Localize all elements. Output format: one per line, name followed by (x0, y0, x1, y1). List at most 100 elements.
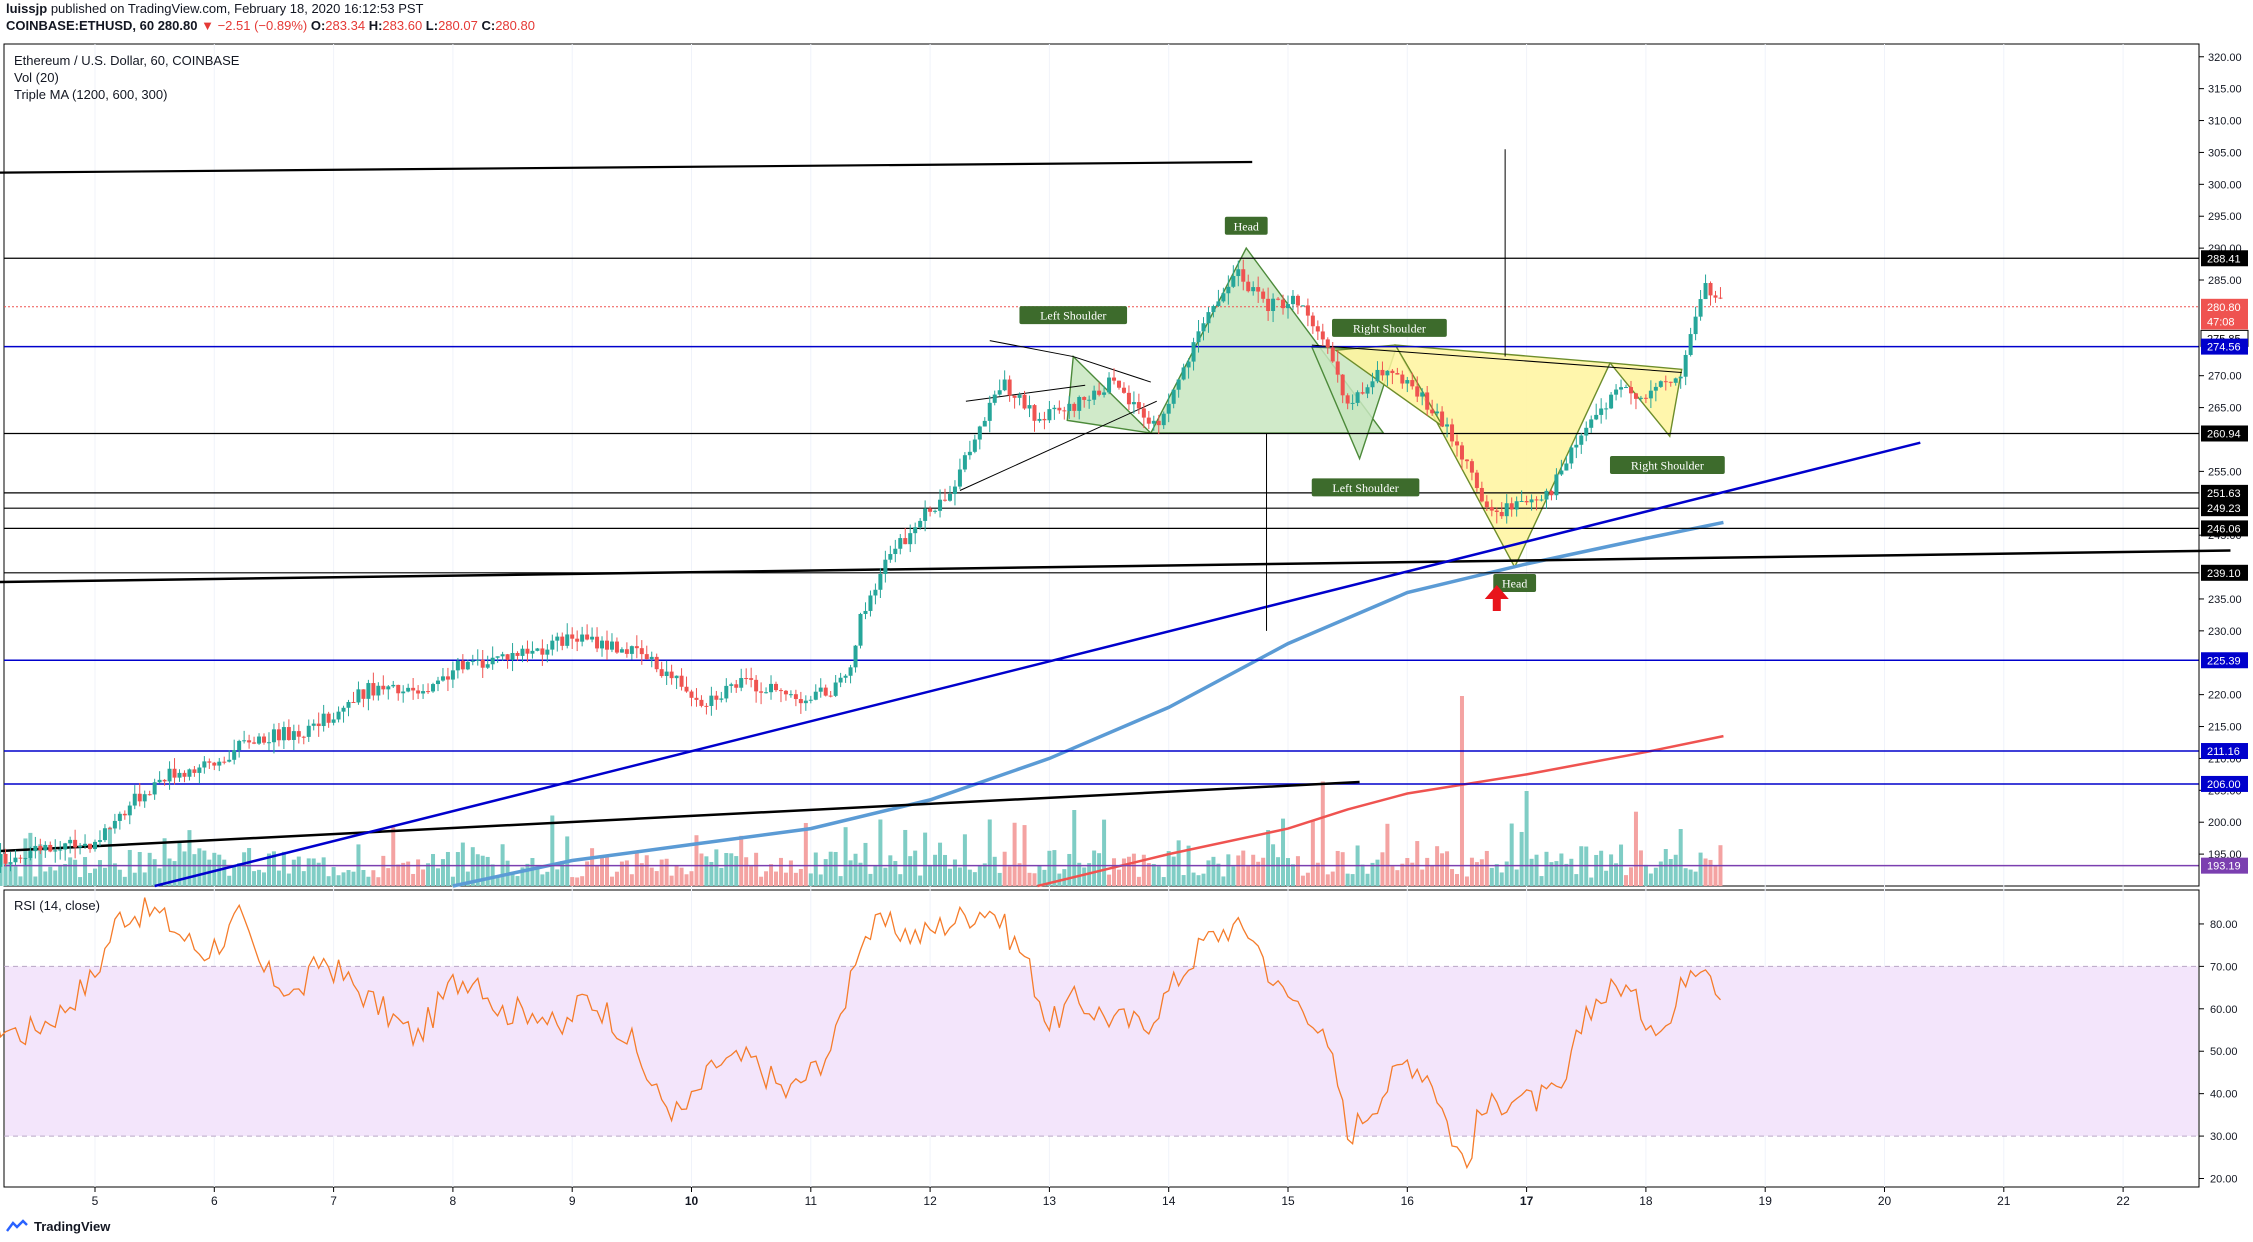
legend-title[interactable]: Ethereum / U.S. Dollar, 60, COINBASE (14, 53, 240, 68)
candle-down (1032, 405, 1037, 421)
price-label: 280.80 (2207, 302, 2241, 314)
volume-bar (177, 841, 182, 886)
volume-bar (1305, 872, 1310, 886)
volume-bar (1166, 851, 1171, 886)
volume-bar (276, 870, 281, 886)
volume-bar (714, 849, 719, 886)
volume-bar (1544, 851, 1549, 886)
candle-down (644, 654, 649, 660)
candle-down (1097, 390, 1102, 395)
volume-bar (117, 869, 122, 886)
candle-up (291, 731, 296, 740)
volume-bar (1474, 862, 1479, 886)
legend-triple-ma[interactable]: Triple MA (1200, 600, 300) (14, 87, 168, 102)
volume-bar (1131, 853, 1136, 886)
candle-up (947, 493, 952, 501)
volume-bar (1266, 830, 1271, 886)
candle-up (142, 794, 147, 802)
time-tick-label: 19 (1759, 1194, 1773, 1208)
time-tick-label: 17 (1520, 1194, 1534, 1208)
head-shoulders-patterns (1066, 246, 1683, 569)
candle-down (749, 678, 754, 680)
tradingview-logo-icon[interactable] (6, 1219, 28, 1233)
volume-bar (868, 873, 873, 886)
volume-bar (137, 852, 142, 886)
volume-bar (1633, 811, 1638, 886)
volume-bar (818, 874, 823, 886)
author-name[interactable]: luissjp (6, 1, 48, 16)
candle-down (783, 690, 788, 695)
candle-up (132, 793, 137, 806)
volume-bar (898, 874, 903, 886)
trendline (1073, 356, 1151, 383)
candle-down (1305, 305, 1310, 316)
candle-up (391, 684, 396, 687)
volume-bar (421, 869, 426, 886)
volume-bar (97, 860, 102, 886)
candle-up (311, 723, 316, 726)
candle-up (257, 736, 262, 744)
volume-bar (808, 873, 813, 886)
volume-bar (669, 875, 674, 886)
volume-bar (952, 859, 957, 886)
candle-down (1141, 408, 1146, 418)
volume-bar (157, 868, 162, 886)
price-tick-label: 200.00 (2208, 817, 2242, 829)
volume-bar (1524, 791, 1529, 886)
candle-up (535, 648, 540, 651)
volume-bar (1345, 873, 1350, 886)
volume-bar (1494, 864, 1499, 886)
volume-bar (431, 854, 436, 886)
candle-up (455, 660, 460, 671)
time-tick-label: 14 (1162, 1194, 1176, 1208)
trendline (1311, 344, 1682, 374)
volume-bar (202, 850, 207, 886)
volume-bar (833, 851, 838, 886)
volume-bar (848, 860, 853, 886)
candle-up (550, 640, 555, 650)
volume-bar (1077, 862, 1082, 886)
candle-up (913, 527, 918, 534)
brand-name[interactable]: TradingView (34, 1218, 111, 1234)
candle-up (1544, 490, 1549, 500)
candle-down (704, 705, 709, 707)
candle-up (1166, 403, 1171, 414)
volume-bar (1241, 850, 1246, 886)
volume-bar (257, 869, 262, 886)
volume-bar (311, 858, 316, 886)
candle-down (1390, 370, 1395, 374)
candle-up (1365, 387, 1370, 394)
candle-up (167, 768, 172, 782)
candle-up (1574, 444, 1579, 448)
publish-header: luissjp published on TradingView.com, Fe… (6, 0, 535, 42)
candle-down (1012, 395, 1017, 398)
candle-down (525, 648, 530, 654)
volume-bar (967, 869, 972, 886)
candle-down (1136, 402, 1141, 409)
volume-bar (1171, 856, 1176, 886)
candle-up (545, 649, 550, 655)
volume-bar (1450, 869, 1455, 886)
candle-up (1067, 403, 1072, 412)
volume-bar (475, 854, 480, 886)
candle-up (1231, 276, 1236, 287)
volume-bar (411, 873, 416, 886)
volume-bar (1310, 820, 1315, 886)
volume-bar (649, 867, 654, 886)
legend-volume[interactable]: Vol (20) (14, 70, 59, 85)
candle-down (316, 723, 321, 727)
volume-bar (1295, 856, 1300, 886)
trendline (154, 441, 1921, 888)
candle-up (53, 850, 58, 852)
volume-bar (1360, 864, 1365, 886)
volume-bar (1141, 854, 1146, 886)
candle-down (1007, 379, 1012, 396)
candle-down (1509, 503, 1514, 510)
candle-up (117, 813, 122, 821)
volume-bar (982, 863, 987, 886)
candle-up (1201, 323, 1206, 332)
volume-bar (778, 857, 783, 886)
legend-rsi[interactable]: RSI (14, close) (14, 898, 100, 913)
candle-up (674, 675, 679, 679)
